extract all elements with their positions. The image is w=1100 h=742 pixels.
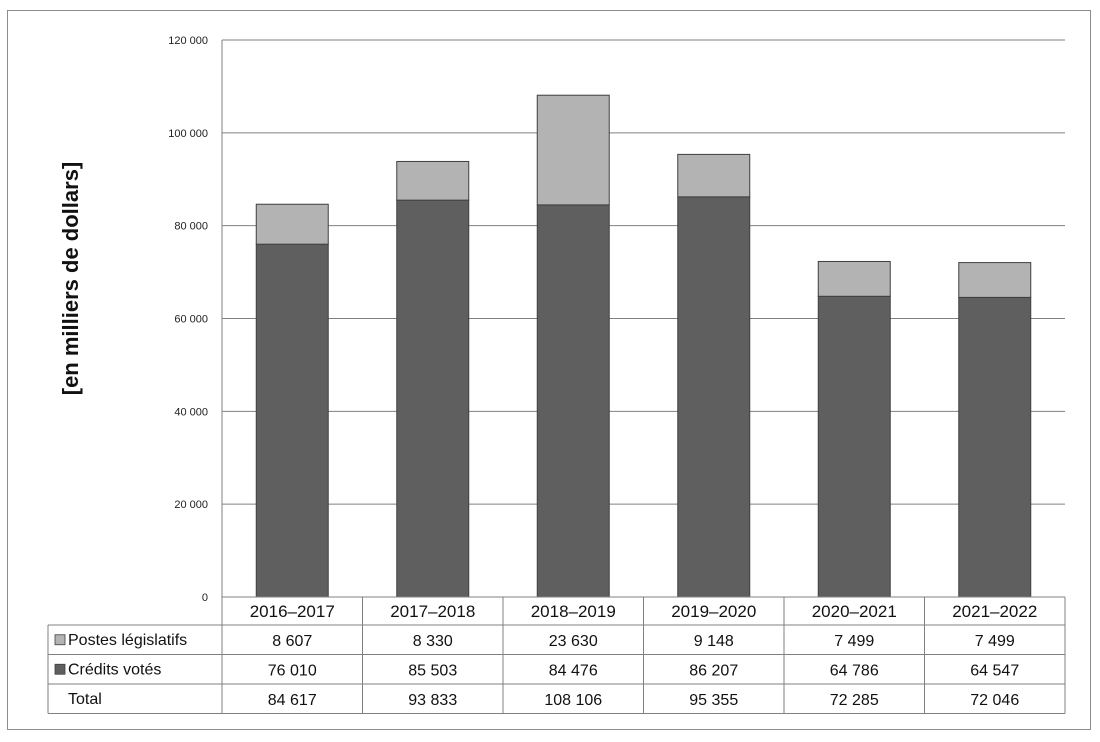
bar-credits-votes <box>677 196 751 598</box>
y-tick-label: 120 000 <box>168 35 208 47</box>
data-label-postes: 7 499 <box>975 633 1015 650</box>
x-tick-label: 2017–2018 <box>390 602 475 621</box>
data-label-credits: 64 547 <box>970 662 1019 679</box>
y-axis-title: [en milliers de dollars] <box>58 162 83 396</box>
y-tick-label: 20 000 <box>174 499 208 511</box>
y-tick-label: 40 000 <box>174 406 208 418</box>
bar-postes-legislatifs <box>536 94 610 206</box>
data-label-credits: 85 503 <box>408 662 457 679</box>
data-label-credits: 64 786 <box>830 662 879 679</box>
data-label-total: 95 355 <box>689 692 738 709</box>
data-label-postes: 9 148 <box>694 633 734 650</box>
legend-label-postes: Postes législatifs <box>68 632 187 649</box>
bar-postes-legislatifs <box>677 153 751 198</box>
data-label-total: 72 046 <box>970 692 1019 709</box>
y-tick-label: 100 000 <box>168 128 208 140</box>
x-tick-label: 2021–2022 <box>952 602 1037 621</box>
bar-postes-legislatifs <box>255 203 329 245</box>
data-label-postes: 8 607 <box>272 633 312 650</box>
bar-credits-votes <box>817 295 891 598</box>
data-label-total: 72 285 <box>830 692 879 709</box>
bar-credits-votes <box>958 296 1032 598</box>
data-label-total: 84 617 <box>268 692 317 709</box>
bar-postes-legislatifs <box>396 160 470 201</box>
legend-swatch-credits <box>54 663 66 675</box>
bar-credits-votes <box>396 199 470 598</box>
bar-postes-legislatifs <box>817 260 891 297</box>
data-label-postes: 23 630 <box>549 633 598 650</box>
data-label-total: 93 833 <box>408 692 457 709</box>
legend-swatch-postes <box>54 634 66 646</box>
data-label-total: 108 106 <box>544 692 602 709</box>
data-label-postes: 7 499 <box>834 633 874 650</box>
x-tick-label: 2016–2017 <box>250 602 335 621</box>
data-label-credits: 86 207 <box>689 662 738 679</box>
y-tick-label: 80 000 <box>174 221 208 233</box>
data-label-credits: 76 010 <box>268 662 317 679</box>
y-tick-label: 60 000 <box>174 314 208 326</box>
legend-label-credits: Crédits votés <box>68 661 161 678</box>
x-tick-label: 2019–2020 <box>671 602 756 621</box>
legend-label-total: Total <box>68 691 102 708</box>
data-label-credits: 84 476 <box>549 662 598 679</box>
bar-postes-legislatifs <box>958 262 1032 298</box>
data-label-postes: 8 330 <box>413 633 453 650</box>
x-tick-label: 2018–2019 <box>531 602 616 621</box>
bar-credits-votes <box>255 243 329 598</box>
x-tick-label: 2020–2021 <box>812 602 897 621</box>
bar-credits-votes <box>536 204 610 598</box>
y-tick-label: 0 <box>202 592 208 604</box>
